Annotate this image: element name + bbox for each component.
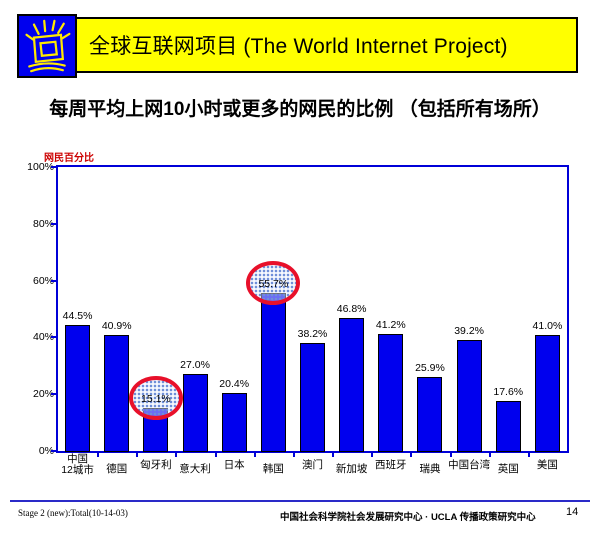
x-tick	[253, 452, 256, 457]
value-label-11: 17.6%	[493, 386, 524, 399]
x-tick	[332, 452, 335, 457]
category-label-0: 中国 12城市	[61, 453, 94, 476]
bar-8	[378, 333, 404, 452]
value-label-6: 38.2%	[297, 327, 328, 340]
page-number: 14	[566, 506, 579, 518]
value-label-3: 27.0%	[180, 359, 210, 372]
y-tick	[51, 222, 58, 225]
y-tick-label: 0%	[38, 445, 54, 457]
bar-9	[417, 377, 443, 452]
value-label-4: 20.4%	[219, 378, 250, 391]
y-tick-label: 100%	[27, 161, 54, 173]
y-tick-label: 20%	[32, 388, 54, 401]
bar-10	[456, 339, 482, 452]
y-tick	[51, 166, 58, 168]
y-tick-label: 40%	[32, 331, 54, 344]
x-tick	[371, 452, 374, 457]
highlight-circle-5	[246, 260, 301, 305]
value-label-10: 39.2%	[454, 324, 484, 337]
value-label-2: 15.1%	[140, 393, 171, 406]
x-tick	[136, 452, 139, 457]
category-label-11: 英国	[497, 463, 519, 475]
category-label-6: 澳门	[302, 459, 323, 471]
value-label-0: 44.5%	[62, 309, 93, 322]
category-label-8: 西班牙	[375, 459, 407, 471]
footer-credits: 中国社会科学院社会发展研究中心 · UCLA 传播政策研究中心	[280, 512, 536, 523]
title-banner: 全球互联网项目 (The World Internet Project)	[17, 17, 578, 73]
footer-divider-line	[10, 500, 590, 502]
highlight-circle-2	[128, 376, 183, 421]
x-tick	[449, 452, 452, 457]
bar-1	[104, 334, 130, 452]
x-tick	[410, 452, 413, 457]
category-label-10: 中国台湾	[448, 459, 491, 471]
y-tick	[51, 393, 58, 396]
bar-0	[65, 324, 91, 452]
bar-3	[182, 374, 208, 452]
category-label-9: 瑞典	[419, 463, 441, 475]
slide-subtitle: 每周平均上网10小时或更多的网民的比例 （包括所有场所）	[49, 99, 551, 120]
bar-7	[339, 318, 365, 452]
value-label-5: 55.7%	[258, 277, 289, 290]
value-label-12: 41.0%	[532, 319, 563, 332]
category-label-12: 美国	[536, 459, 558, 471]
x-tick	[175, 452, 178, 457]
shining-screen-icon	[17, 14, 77, 78]
value-label-7: 46.8%	[336, 303, 367, 316]
category-label-3: 意大利	[179, 463, 211, 475]
x-tick	[214, 452, 217, 457]
y-tick	[51, 450, 58, 452]
category-label-1: 德国	[106, 463, 128, 475]
category-label-2: 匈牙利	[140, 459, 172, 471]
bar-5	[260, 292, 286, 452]
category-label-5: 韩国	[262, 463, 284, 475]
x-tick	[488, 452, 491, 457]
slide-title: 全球互联网项目 (The World Internet Project)	[89, 35, 508, 58]
bar-6	[300, 342, 325, 452]
value-label-1: 40.9%	[101, 319, 132, 332]
bar-4	[221, 393, 247, 452]
x-tick	[527, 452, 530, 457]
y-axis-title: 网民百分比	[44, 153, 94, 164]
bar-12	[534, 334, 560, 452]
y-tick	[51, 336, 58, 339]
value-label-9: 25.9%	[415, 362, 445, 375]
category-label-7: 新加坡	[335, 463, 368, 475]
shining-screen-icon-glyph	[25, 19, 71, 73]
value-label-8: 41.2%	[375, 318, 406, 331]
y-tick-label: 80%	[32, 217, 54, 230]
y-tick-label: 60%	[32, 274, 54, 287]
bar-11	[495, 401, 521, 452]
footer-stage-note: Stage 2 (new):Total(10-14-03)	[18, 508, 128, 518]
y-tick	[51, 279, 58, 282]
x-tick	[97, 452, 100, 457]
category-label-4: 日本	[223, 459, 245, 471]
x-tick	[292, 452, 295, 457]
